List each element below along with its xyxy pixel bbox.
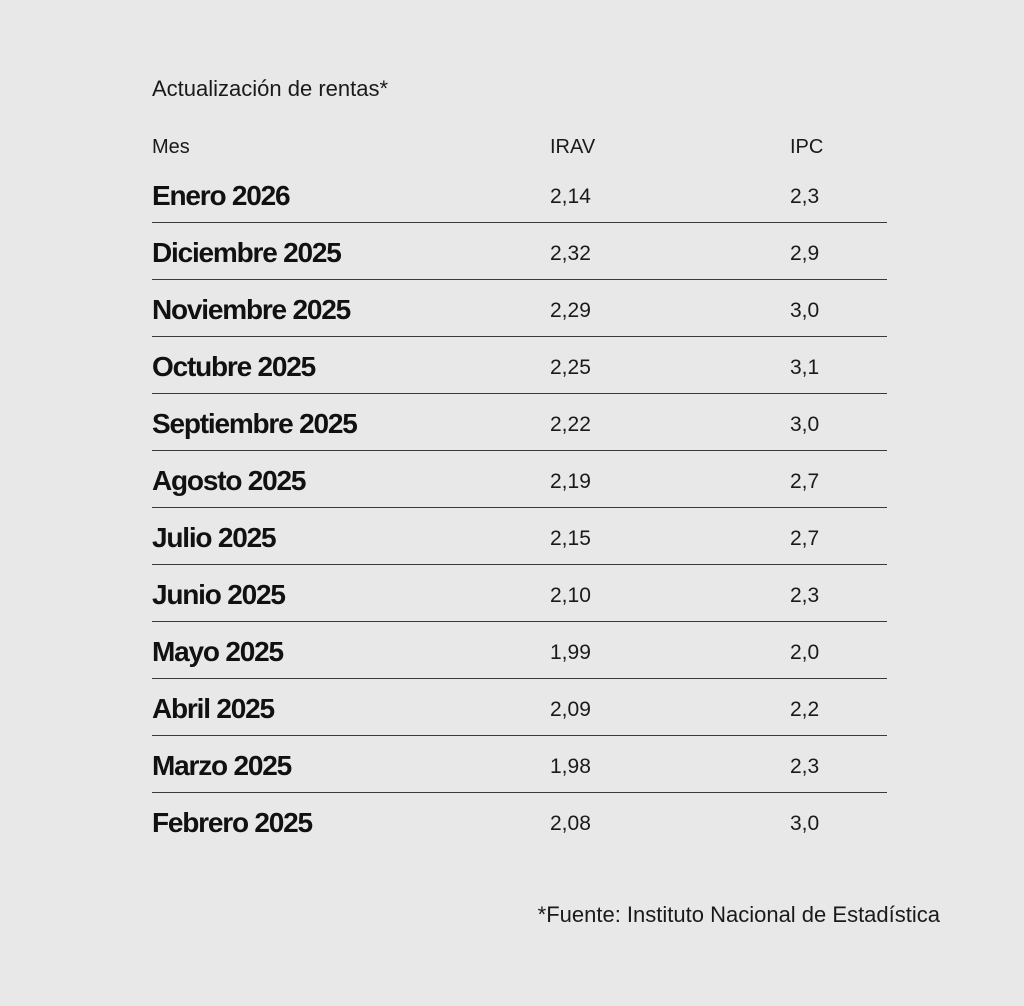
table-row: Junio 2025 2,10 2,3 <box>152 565 887 622</box>
irav-value: 2,22 <box>550 413 591 436</box>
table-row: Febrero 2025 2,08 3,0 <box>152 793 887 850</box>
table-title: Actualización de rentas* <box>152 76 389 101</box>
month-label: Febrero 2025 <box>152 807 313 838</box>
table-row: Abril 2025 2,09 2,2 <box>152 679 887 736</box>
ipc-value: 2,3 <box>790 584 820 607</box>
irav-value: 2,15 <box>550 527 591 550</box>
month-label: Abril 2025 <box>152 693 275 724</box>
month-label: Octubre 2025 <box>152 351 316 382</box>
table-row: Septiembre 2025 2,22 3,0 <box>152 394 887 451</box>
header-ipc: IPC <box>790 136 824 158</box>
irav-value: 2,32 <box>550 242 591 265</box>
month-label: Marzo 2025 <box>152 750 292 781</box>
table-row: Enero 2026 2,14 2,3 <box>152 166 887 223</box>
irav-value: 1,99 <box>550 641 591 664</box>
month-label: Agosto 2025 <box>152 465 306 496</box>
rent-table: Mes IRAV IPC Enero 2026 2,14 2,3 Diciembre … <box>152 134 887 850</box>
irav-value: 2,14 <box>550 185 591 208</box>
irav-value: 2,08 <box>550 812 591 835</box>
ipc-value: 2,7 <box>790 470 820 493</box>
month-label: Junio 2025 <box>152 579 286 610</box>
ipc-value: 2,7 <box>790 527 820 550</box>
table-header: Mes IRAV IPC <box>152 134 887 166</box>
ipc-value: 3,0 <box>790 812 820 835</box>
irav-value: 2,10 <box>550 584 591 607</box>
table-row: Octubre 2025 2,25 3,1 <box>152 337 887 394</box>
table-body: Enero 2026 2,14 2,3 Diciembre 2025 2,32 2,9 No… <box>152 166 887 850</box>
table-row: Julio 2025 2,15 2,7 <box>152 508 887 565</box>
table-row: Mayo 2025 1,99 2,0 <box>152 622 887 679</box>
ipc-value: 2,3 <box>790 755 820 778</box>
irav-value: 1,98 <box>550 755 591 778</box>
header-mes: Mes <box>152 136 190 158</box>
ipc-value: 2,9 <box>790 242 820 265</box>
table-row: Noviembre 2025 2,29 3,0 <box>152 280 887 337</box>
month-label: Septiembre 2025 <box>152 408 358 439</box>
header-irav: IRAV <box>550 136 596 158</box>
month-label: Mayo 2025 <box>152 636 284 667</box>
irav-value: 2,29 <box>550 299 591 322</box>
table-row: Agosto 2025 2,19 2,7 <box>152 451 887 508</box>
table-row: Marzo 2025 1,98 2,3 <box>152 736 887 793</box>
table-row: Diciembre 2025 2,32 2,9 <box>152 223 887 280</box>
irav-value: 2,19 <box>550 470 591 493</box>
ipc-value: 3,0 <box>790 413 820 436</box>
month-label: Julio 2025 <box>152 522 277 553</box>
irav-value: 2,09 <box>550 698 591 721</box>
ipc-value: 2,3 <box>790 185 820 208</box>
irav-value: 2,25 <box>550 356 591 379</box>
month-label: Enero 2026 <box>152 180 291 211</box>
ipc-value: 3,0 <box>790 299 820 322</box>
ipc-value: 2,2 <box>790 698 820 721</box>
ipc-value: 3,1 <box>790 356 820 379</box>
month-label: Noviembre 2025 <box>152 294 351 325</box>
ipc-value: 2,0 <box>790 641 820 664</box>
source-footnote: *Fuente: Instituto Nacional de Estadísti… <box>537 902 940 927</box>
month-label: Diciembre 2025 <box>152 237 342 268</box>
